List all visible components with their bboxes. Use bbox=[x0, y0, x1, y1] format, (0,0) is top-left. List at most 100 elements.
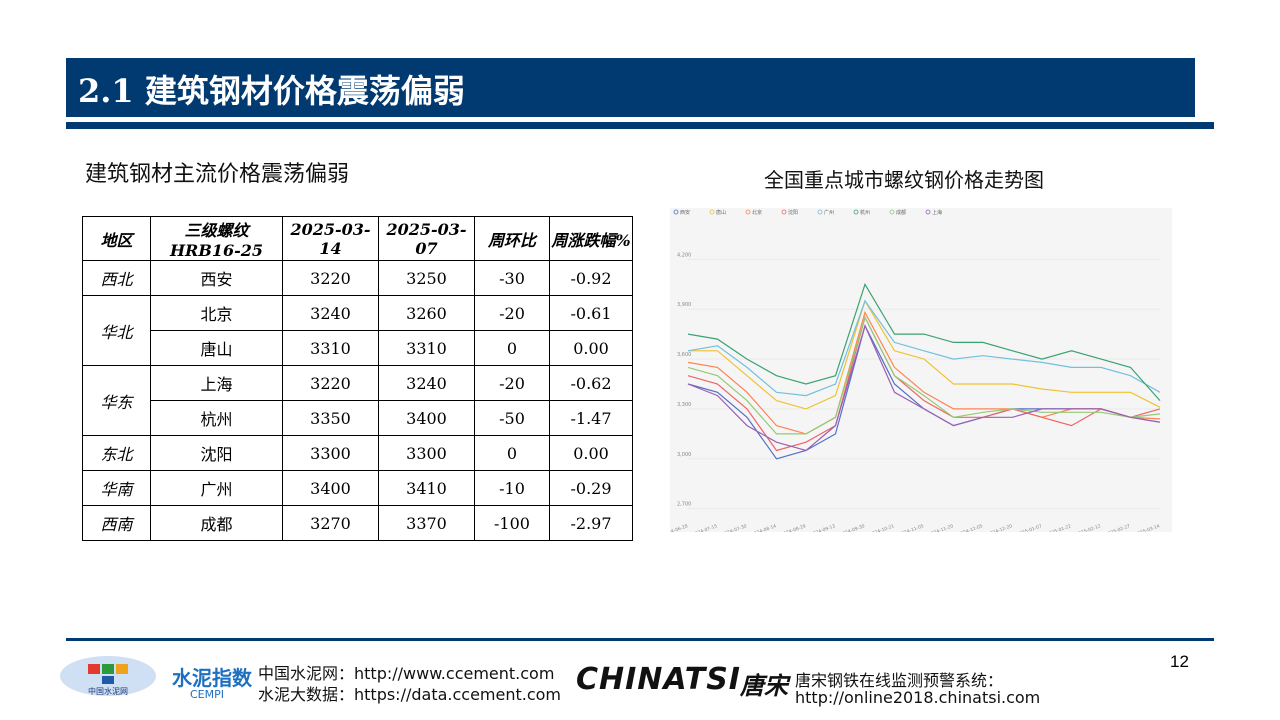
table-cell: 3410 bbox=[378, 470, 475, 506]
table-cell: 成都 bbox=[150, 505, 283, 541]
x-tick-label: 2025-02-12 bbox=[1075, 523, 1102, 532]
header-row: 地区 三级螺纹HRB16-25 2025-03-14 2025-03-07 周环比 周涨跌… bbox=[82, 216, 633, 261]
table-cell: 0.00 bbox=[549, 330, 633, 366]
x-tick-label: 2024-10-21 bbox=[869, 523, 896, 532]
region-cell: 华南 bbox=[82, 470, 151, 506]
x-tick-label: 2024-08-14 bbox=[751, 523, 778, 532]
table-cell: 3400 bbox=[378, 400, 475, 436]
x-tick-label: 2024-09-13 bbox=[810, 523, 837, 532]
table-row: 西北 西安 3220 3250 -30 -0.92 bbox=[82, 260, 633, 296]
table-cell: -10 bbox=[474, 470, 550, 506]
logo-shape bbox=[88, 664, 100, 674]
table-cell: -30 bbox=[474, 260, 550, 296]
legend-marker bbox=[817, 209, 823, 215]
legend-label: 唐山 bbox=[716, 209, 726, 216]
table-cell: 3240 bbox=[378, 365, 475, 401]
legend-marker bbox=[925, 209, 931, 215]
table-cell: 北京 bbox=[150, 295, 283, 331]
header-cell: 地区 bbox=[82, 216, 151, 261]
logo-shape bbox=[102, 664, 114, 674]
x-tick-label: 2024-07-15 bbox=[692, 523, 719, 532]
footer-link: 中国水泥网：http://www.ccement.com bbox=[258, 664, 555, 683]
legend-label: 西安 bbox=[680, 209, 690, 216]
legend-label: 上海 bbox=[932, 209, 942, 216]
region-cell: 东北 bbox=[82, 435, 151, 471]
footer-text: 唐宋钢铁在线监测预警系统： bbox=[795, 671, 1004, 690]
legend-marker bbox=[673, 209, 679, 215]
table-cell: 广州 bbox=[150, 470, 283, 506]
x-tick-label: 2024-11-05 bbox=[898, 523, 925, 532]
table-row: 西南 成都 3270 3370 -100 -2.97 bbox=[82, 505, 633, 541]
y-tick-label: 3,900 bbox=[677, 302, 691, 308]
y-tick-label: 3,300 bbox=[677, 402, 691, 408]
price-table: 地区 三级螺纹HRB16-25 2025-03-14 2025-03-07 周环比 周涨跌… bbox=[82, 216, 633, 541]
cempi-logo: 水泥指数 bbox=[172, 666, 252, 690]
table-cell: 3220 bbox=[282, 365, 379, 401]
table-cell: 3300 bbox=[282, 435, 379, 471]
y-tick-label: 3,000 bbox=[677, 452, 691, 458]
table-cell: -0.92 bbox=[549, 260, 633, 296]
header-cell: 周环比 bbox=[474, 216, 550, 261]
ccement-logo: 中国水泥网 bbox=[60, 656, 156, 696]
legend-label: 广州 bbox=[824, 209, 834, 216]
chinatsi-logo: CHINATSI bbox=[576, 662, 741, 697]
table-cell: 3250 bbox=[378, 260, 475, 296]
title-rule bbox=[66, 122, 1214, 129]
chart-panel: 2,700 3,000 3,300 3,600 3,900 4,200 2024-06-28… bbox=[662, 208, 1172, 538]
legend-marker bbox=[781, 209, 787, 215]
table-row: 杭州 3350 3400 -50 -1.47 bbox=[83, 400, 633, 436]
header-cell: 三级螺纹HRB16-25 bbox=[150, 216, 283, 261]
slide-title: 2.1 建筑钢材价格震荡偏弱 bbox=[78, 72, 465, 110]
x-tick-label: 2024-09-30 bbox=[839, 523, 866, 532]
x-tick-label: 2024-06-28 bbox=[670, 523, 689, 532]
legend-marker bbox=[709, 209, 715, 215]
y-tick-label: 3,600 bbox=[677, 352, 691, 358]
x-tick-label: 2025-03-14 bbox=[1134, 523, 1161, 532]
table-cell: 沈阳 bbox=[150, 435, 283, 471]
chinatsi-cn: 唐宋 bbox=[740, 671, 788, 700]
series-line bbox=[687, 315, 1161, 435]
table-row: 华南 广州 3400 3410 -10 -0.29 bbox=[82, 470, 633, 506]
table-cell: -50 bbox=[474, 400, 550, 436]
cempi-sub: CEMPI bbox=[190, 688, 224, 701]
region-cell: 华东 bbox=[82, 365, 151, 436]
x-tick-label: 2024-12-05 bbox=[957, 523, 984, 532]
table-cell: 3350 bbox=[282, 400, 379, 436]
table-cell: 杭州 bbox=[150, 400, 283, 436]
header-cell: 周涨跌幅% bbox=[549, 216, 633, 261]
table-cell: 3260 bbox=[378, 295, 475, 331]
page-number: 12 bbox=[1170, 652, 1189, 671]
table-cell: 0 bbox=[474, 435, 550, 471]
y-tick-label: 2,700 bbox=[677, 502, 691, 508]
legend-marker bbox=[745, 209, 751, 215]
table-row: 华北 北京 3240 3260 -20 -0.61 bbox=[82, 295, 633, 366]
legend-marker bbox=[853, 209, 859, 215]
legend-label: 沈阳 bbox=[788, 209, 798, 216]
x-tick-label: 2024-12-20 bbox=[987, 523, 1014, 532]
table-cell: 上海 bbox=[150, 365, 283, 401]
legend-label: 杭州 bbox=[860, 209, 870, 216]
series-line bbox=[687, 282, 1161, 401]
table-row: 华东 上海 3220 3240 -20 -0.62 bbox=[82, 365, 633, 436]
series-line bbox=[687, 299, 1161, 397]
table-row: 东北 沈阳 3300 3300 0 0.00 bbox=[82, 435, 633, 471]
logo-shape bbox=[102, 676, 114, 684]
chart-caption: 全国重点城市螺纹钢价格走势图 bbox=[764, 168, 1044, 192]
footer-rule bbox=[66, 638, 1214, 641]
table-cell: 3310 bbox=[282, 330, 379, 366]
table-cell: 3220 bbox=[282, 260, 379, 296]
header-cell: 2025-03-14 bbox=[282, 216, 379, 261]
title-bar bbox=[66, 58, 1195, 117]
table-cell: 3370 bbox=[378, 505, 475, 541]
table-cell: -0.29 bbox=[549, 470, 633, 506]
x-tick-label: 2024-08-29 bbox=[780, 523, 807, 532]
table-cell: 西安 bbox=[150, 260, 283, 296]
series-line bbox=[687, 324, 1161, 452]
region-cell: 华北 bbox=[82, 295, 151, 366]
x-tick-label: 2024-11-20 bbox=[928, 523, 955, 532]
y-tick-label: 4,200 bbox=[677, 252, 691, 258]
table-cell: -20 bbox=[474, 295, 550, 331]
x-tick-label: 2025-01-07 bbox=[1016, 523, 1043, 532]
table-cell: 3240 bbox=[282, 295, 379, 331]
table-cell: -100 bbox=[474, 505, 550, 541]
